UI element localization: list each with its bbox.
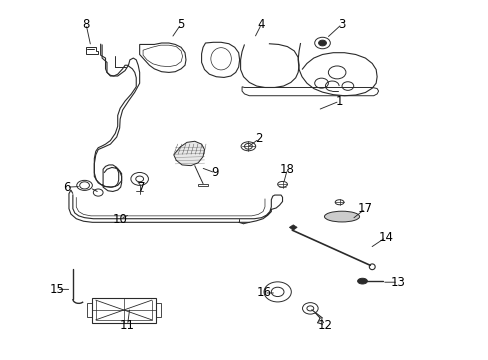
Polygon shape [289, 225, 297, 230]
Text: 14: 14 [378, 231, 393, 244]
Text: 6: 6 [62, 181, 70, 194]
Text: 8: 8 [82, 18, 89, 31]
Text: 7: 7 [138, 181, 145, 194]
Text: 9: 9 [211, 166, 219, 179]
Text: 10: 10 [113, 213, 127, 226]
Text: 18: 18 [280, 163, 294, 176]
Text: 1: 1 [335, 95, 343, 108]
Circle shape [318, 40, 326, 46]
Text: 12: 12 [317, 319, 332, 332]
Text: 3: 3 [338, 18, 345, 31]
Text: 13: 13 [390, 276, 405, 289]
Text: 17: 17 [357, 202, 372, 215]
Polygon shape [173, 141, 204, 166]
Ellipse shape [324, 211, 359, 222]
Text: 4: 4 [257, 18, 265, 31]
Ellipse shape [357, 278, 366, 284]
Text: 16: 16 [256, 287, 271, 300]
Text: 5: 5 [177, 18, 184, 31]
Text: 11: 11 [120, 319, 135, 332]
Text: 2: 2 [255, 132, 263, 145]
Text: 15: 15 [49, 283, 64, 296]
